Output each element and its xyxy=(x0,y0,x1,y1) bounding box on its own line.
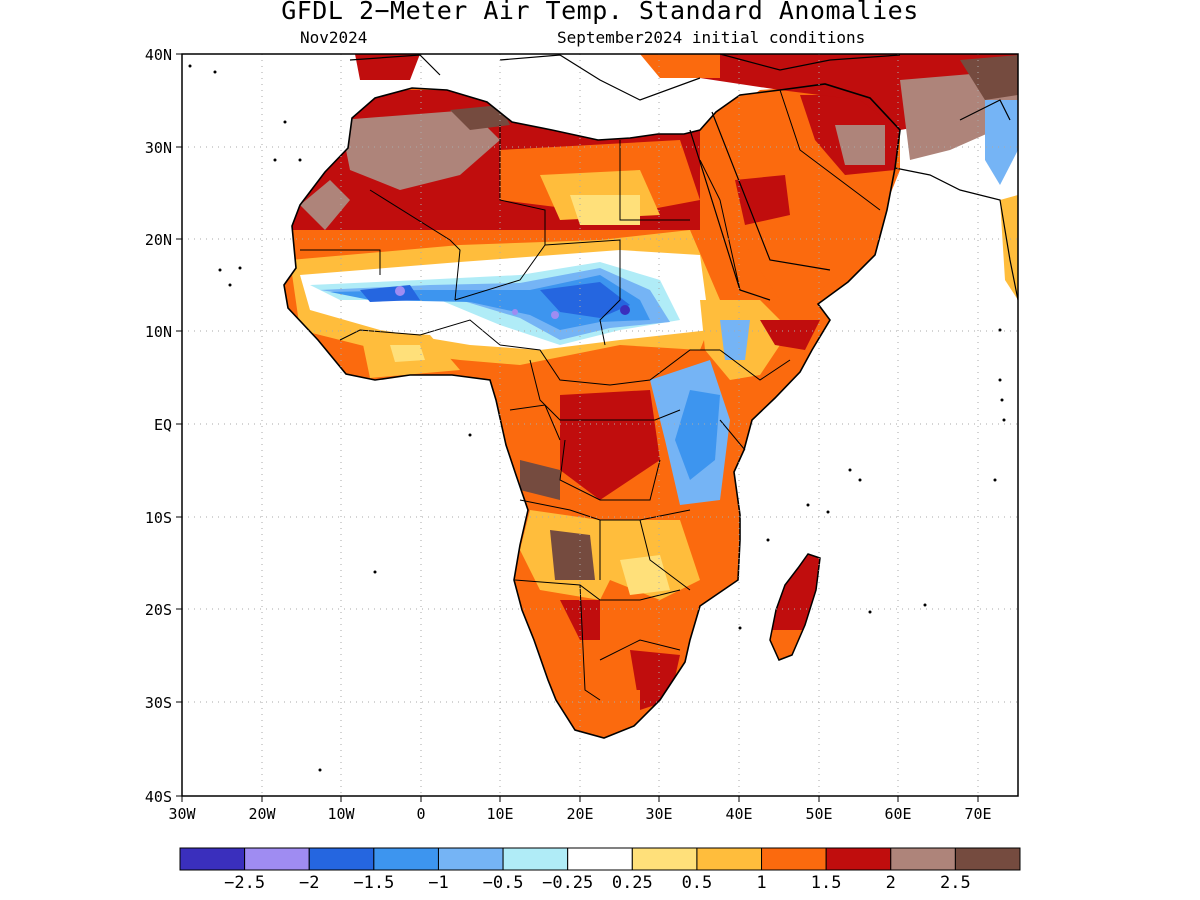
lon-label: 30E xyxy=(645,805,672,823)
lon-label: 0 xyxy=(416,805,425,823)
colorbar-swatch xyxy=(825,847,892,871)
lat-label: 40N xyxy=(145,46,172,64)
colorbar-swatch xyxy=(954,847,1021,871)
colorbar-swatch xyxy=(631,847,698,871)
colorbar-swatch xyxy=(437,847,504,871)
lon-label: 40E xyxy=(725,805,752,823)
lon-label: 50E xyxy=(805,805,832,823)
lat-label: 20S xyxy=(145,601,172,619)
lon-label: 20E xyxy=(566,805,593,823)
lon-label: 10E xyxy=(486,805,513,823)
lat-label: EQ xyxy=(154,416,172,434)
lat-label: 10S xyxy=(145,509,172,527)
colorbar-swatch xyxy=(567,847,633,871)
island-dots xyxy=(188,64,1006,772)
lon-label: 60E xyxy=(884,805,911,823)
valid-month-label: Nov2024 xyxy=(300,28,368,47)
colorbar-swatch xyxy=(179,847,246,871)
lon-label: 30W xyxy=(168,805,196,823)
madagascar-coastline xyxy=(769,553,821,661)
lat-label: 40S xyxy=(145,788,172,806)
colorbar-swatch xyxy=(890,847,956,871)
colorbar-label: 1 xyxy=(756,873,766,893)
colorbar-label: −0.5 xyxy=(483,873,524,893)
coastlines xyxy=(283,53,1019,739)
latitude-labels: 40N 30N 20N 10N EQ 10S 20S 30S 40S xyxy=(145,46,172,806)
lon-label: 10W xyxy=(327,805,355,823)
colorbar-label: 0.25 xyxy=(612,873,653,893)
longitude-labels: 30W 20W 10W 0 10E 20E 30E 40E 50E 60E 70… xyxy=(168,805,991,823)
colorbar-swatch xyxy=(696,847,763,871)
colorbar-label: 1.5 xyxy=(811,873,842,893)
arabia-fields xyxy=(355,54,1018,300)
colorbar-label: −1.5 xyxy=(353,873,394,893)
initial-conditions-label: September2024 initial conditions xyxy=(557,28,866,47)
colorbar-label: 2.5 xyxy=(940,873,971,893)
colorbar-label: −1 xyxy=(428,873,448,893)
map-frame xyxy=(181,53,1019,797)
lat-label: 20N xyxy=(145,231,172,249)
lat-label: 30S xyxy=(145,694,172,712)
map-title: GFDL 2−Meter Air Temp. Standard Anomalie… xyxy=(281,0,919,25)
lon-label: 70E xyxy=(964,805,991,823)
colorbar-swatch xyxy=(761,847,827,871)
lat-label: 30N xyxy=(145,139,172,157)
colorbar-label: 0.5 xyxy=(682,873,713,893)
colorbar-label: −2 xyxy=(299,873,319,893)
lon-label: 20W xyxy=(248,805,276,823)
colorbar-label: −0.25 xyxy=(542,873,593,893)
colorbar-swatch xyxy=(244,847,310,871)
colorbar-swatch xyxy=(373,847,439,871)
colorbar-label: 2 xyxy=(886,873,896,893)
colorbar-label: −2.5 xyxy=(224,873,265,893)
graticule xyxy=(182,54,1018,796)
axis-ticks xyxy=(176,53,979,802)
colorbar-swatch xyxy=(502,847,569,871)
colorbar-swatch xyxy=(308,847,375,871)
colorbar: −2.5 −2 −1.5 −1 −0.5 −0.25 0.25 0.5 1 1.5 2 2.5 xyxy=(179,847,1021,893)
lat-label: 10N xyxy=(145,323,172,341)
